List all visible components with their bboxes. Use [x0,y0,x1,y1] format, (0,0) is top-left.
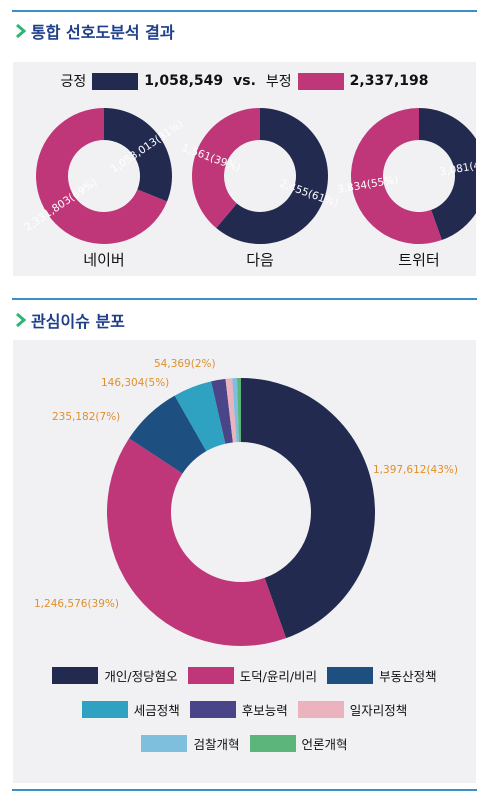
negative-label: 부정 [265,74,292,90]
legend-swatch [297,701,344,718]
legend-swatch [249,735,296,752]
donut-slice-positive [104,108,172,202]
legend-row-3: 검찰개혁 언론개혁 [13,734,476,753]
section2-title: 관심이슈 분포 [31,312,125,331]
issue-slice-2 [107,438,287,646]
positive-label: 긍정 [60,74,87,90]
legend-label: 검찰개혁 [193,737,240,752]
donut-twitter: 3,081(45%)3,834(55%)트위터 [336,108,476,269]
label-daum: 다음 [246,251,274,269]
donut-slice-positive [419,108,476,241]
legend-item: 검찰개혁 [141,734,240,753]
legend-item: 부동산정책 [327,666,437,685]
legend-row-2: 세금정책 후보능력 일자리정책 [13,700,476,719]
chevron-right-icon [16,23,27,39]
issue-value-label: 54,369(2%) [154,358,216,370]
legend-item: 도덕/윤리/비리 [187,666,318,685]
label-twitter: 트위터 [398,251,439,269]
issue-value-label: 1,246,576(39%) [34,598,119,610]
legend-label: 개인/정당혐오 [104,669,178,684]
issue-slice-6 [225,378,237,443]
legend-swatch [141,735,188,752]
legend-label: 후보능력 [241,703,288,718]
totals-row: 긍정 1,058,549 vs. 부정 2,337,198 [13,70,476,92]
legend-row-1: 개인/정당혐오 도덕/윤리/비리 부동산정책 [13,666,476,685]
legend-label: 언론개혁 [301,737,348,752]
legend-item: 일자리정책 [297,700,408,719]
top-rule [12,10,477,12]
issue-panel: 1,397,612(43%) 1,246,576(39%) 235,182(7%) 1… [13,340,476,783]
donut-slice-positive [216,108,328,244]
vs-text: vs. [233,73,256,89]
issue-slice-4 [174,381,226,452]
legend-swatch [327,667,374,684]
donut-daum: 2,455(61%)1,561(39%)다음 [180,108,340,269]
legend-label: 일자리정책 [349,703,408,718]
issue-value-label: 1,397,612(43%) [373,464,458,476]
legend-swatch [189,701,236,718]
issue-slice-1 [241,378,375,639]
legend-swatch [81,701,128,718]
middle-rule [12,298,477,300]
legend-item: 개인/정당혐오 [52,666,178,685]
positive-total: 1,058,549 [144,73,224,89]
issue-slice-3 [129,395,207,474]
legend-item: 후보능력 [189,700,288,719]
legend-swatch [187,667,234,684]
legend-swatch [52,667,99,684]
label-naver: 네이버 [83,251,124,269]
legend-item: 언론개혁 [249,734,348,753]
legend-label: 세금정책 [133,703,180,718]
legend-label: 부동산정책 [379,669,437,684]
donut-slice-negative [351,108,442,244]
donut-naver: 1,053,013(31%)2,331,803(69%)네이버 [22,108,186,269]
donut-slice-negative [192,108,260,229]
issue-slice-7 [232,378,239,443]
bottom-rule [12,789,477,791]
legend-item: 세금정책 [81,700,180,719]
chevron-right-icon [16,312,27,328]
issue-donut-chart: 1,397,612(43%) 1,246,576(39%) 235,182(7%) 1… [34,358,458,646]
sentiment-panel: 긍정 1,058,549 vs. 부정 2,337,198 1,053,013(… [13,62,476,276]
legend-label: 도덕/윤리/비리 [239,669,318,684]
donut-slice-negative [36,108,168,244]
negative-swatch [297,72,344,90]
section1-header: 통합 선호도분석 결과 [14,19,175,43]
issue-value-label: 146,304(5%) [101,377,169,389]
positive-swatch [92,72,139,90]
section2-header: 관심이슈 분포 [14,308,125,332]
section1-title: 통합 선호도분석 결과 [31,23,175,42]
issue-slice-5 [211,378,233,444]
issue-value-label: 235,182(7%) [52,411,120,423]
sentiment-donuts: 1,053,013(31%)2,331,803(69%)네이버2,455(61%… [22,108,476,269]
issue-slice-8 [236,378,241,443]
negative-total: 2,337,198 [349,73,429,89]
